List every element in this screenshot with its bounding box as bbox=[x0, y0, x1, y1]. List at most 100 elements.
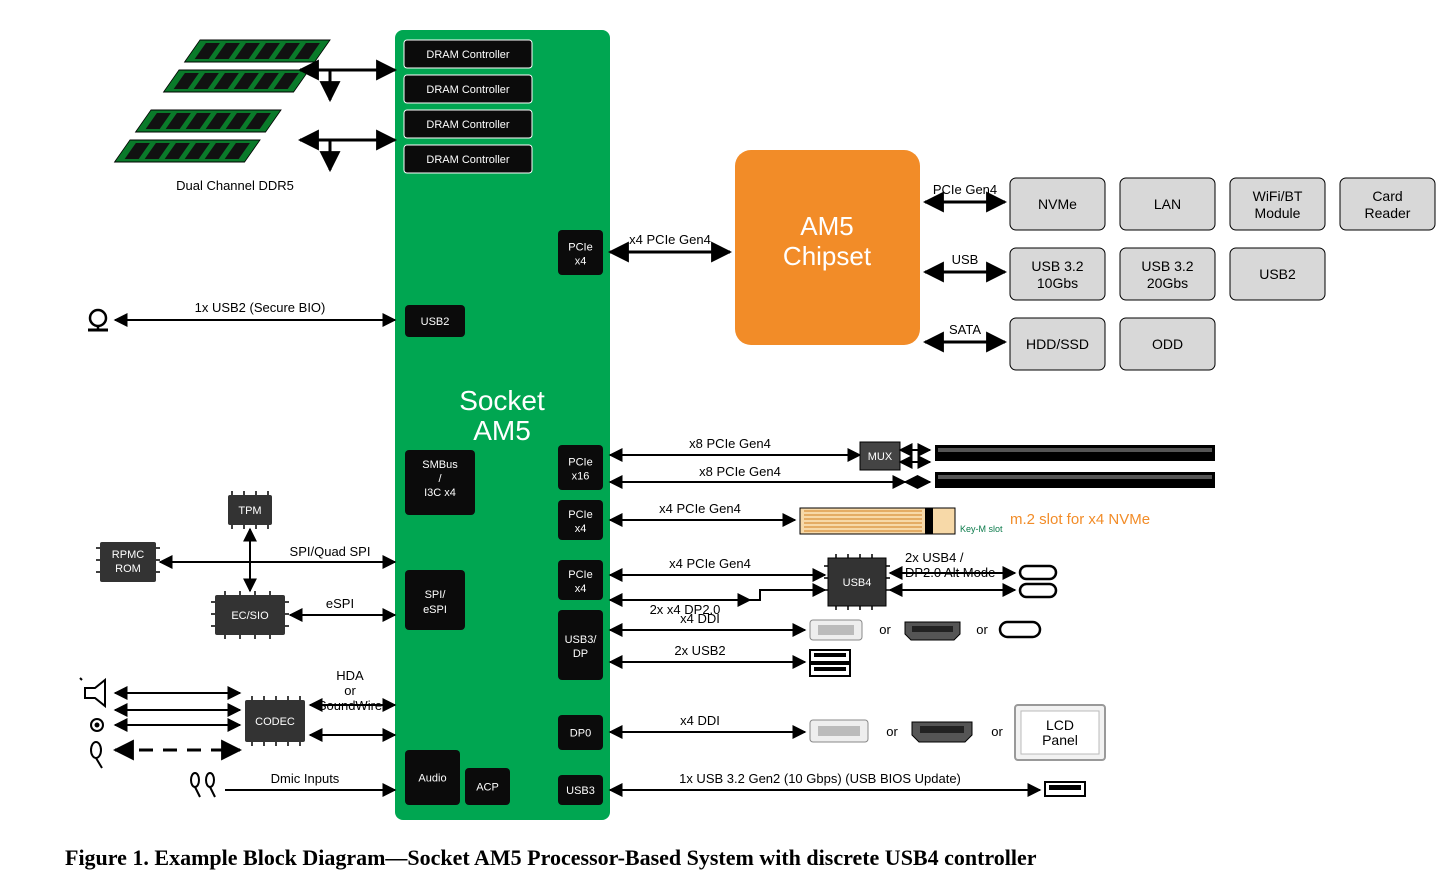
hdmi-icon bbox=[912, 722, 972, 742]
svg-text:Card: Card bbox=[1372, 188, 1402, 204]
usb32-label: 1x USB 3.2 Gen2 (10 Gbps) (USB BIOS Upda… bbox=[679, 771, 961, 786]
svg-text:x16: x16 bbox=[572, 471, 590, 483]
svg-text:or: or bbox=[991, 724, 1003, 739]
svg-text:x4: x4 bbox=[575, 256, 587, 268]
svg-text:USB2: USB2 bbox=[421, 316, 450, 328]
svg-text:PCIe: PCIe bbox=[568, 242, 592, 254]
svg-text:NVMe: NVMe bbox=[1038, 196, 1077, 212]
svg-text:x4 PCIe Gen4: x4 PCIe Gen4 bbox=[659, 501, 741, 516]
svg-text:USB 3.2: USB 3.2 bbox=[1141, 258, 1193, 274]
svg-text:LCD: LCD bbox=[1046, 717, 1074, 733]
svg-text:or: or bbox=[886, 724, 898, 739]
espi-label: eSPI bbox=[326, 596, 354, 611]
svg-text:DP2.0 Alt Mode: DP2.0 Alt Mode bbox=[905, 565, 995, 580]
rpmc-rom-chip-icon: RPMC ROM bbox=[100, 542, 156, 582]
svg-text:EC/SIO: EC/SIO bbox=[231, 610, 269, 622]
svg-text:CODEC: CODEC bbox=[255, 716, 295, 728]
peripheral-box bbox=[1010, 248, 1105, 300]
dmic-label: Dmic Inputs bbox=[271, 771, 340, 786]
svg-text:DRAM Controller: DRAM Controller bbox=[426, 154, 509, 166]
displayport-icon bbox=[810, 720, 868, 742]
svg-text:DRAM Controller: DRAM Controller bbox=[426, 49, 509, 61]
svg-text:DP: DP bbox=[573, 648, 588, 660]
svg-text:HDA: HDA bbox=[336, 668, 364, 683]
svg-text:Key-M slot: Key-M slot bbox=[960, 524, 1003, 534]
ec-sio-chip-icon: EC/SIO bbox=[215, 595, 285, 635]
m2-slot-icon: Key-M slot bbox=[800, 508, 1003, 534]
svg-text:x4 DDI: x4 DDI bbox=[680, 713, 720, 728]
svg-text:I3C x4: I3C x4 bbox=[424, 487, 456, 499]
displayport-icon bbox=[810, 620, 862, 640]
svg-text:PCIe: PCIe bbox=[568, 569, 592, 581]
svg-text:x4: x4 bbox=[575, 583, 587, 595]
peripheral-box bbox=[1120, 248, 1215, 300]
m2-note: m.2 slot for x4 NVMe bbox=[1010, 511, 1150, 528]
svg-text:2x USB2: 2x USB2 bbox=[674, 643, 725, 658]
dmic-icon bbox=[191, 773, 215, 797]
svg-text:LAN: LAN bbox=[1154, 196, 1181, 212]
svg-text:SoundWire: SoundWire bbox=[318, 698, 382, 713]
svg-text:eSPI: eSPI bbox=[423, 604, 447, 616]
svg-text:x8 PCIe Gen4: x8 PCIe Gen4 bbox=[699, 464, 781, 479]
svg-text:x4 DDI: x4 DDI bbox=[680, 611, 720, 626]
ram-modules-icon bbox=[115, 40, 330, 162]
chipset-title-2: Chipset bbox=[783, 241, 872, 271]
svg-text:PCIe Gen4: PCIe Gen4 bbox=[933, 182, 997, 197]
svg-text:10Gbs: 10Gbs bbox=[1037, 275, 1078, 291]
usb-a-stack-icon bbox=[810, 650, 850, 676]
svg-text:MUX: MUX bbox=[868, 451, 893, 463]
svg-text:x4 PCIe Gen4: x4 PCIe Gen4 bbox=[669, 556, 751, 571]
chipset-title-1: AM5 bbox=[800, 211, 853, 241]
mic-icon bbox=[91, 742, 102, 768]
socket-title-1: Socket bbox=[459, 385, 545, 416]
svg-text:Reader: Reader bbox=[1365, 205, 1411, 221]
svg-text:USB2: USB2 bbox=[1259, 266, 1296, 282]
svg-text:or: or bbox=[879, 622, 891, 637]
usb-c-icon bbox=[1020, 584, 1056, 597]
svg-text:PCIe: PCIe bbox=[568, 509, 592, 521]
peripheral-box bbox=[1340, 178, 1435, 230]
ddr5-label: Dual Channel DDR5 bbox=[176, 178, 294, 193]
peripheral-box bbox=[1230, 178, 1325, 230]
svg-text:TPM: TPM bbox=[238, 505, 261, 517]
figure-caption: Figure 1. Example Block Diagram—Socket A… bbox=[65, 845, 1037, 870]
pcie-slot-icon bbox=[935, 445, 1215, 461]
spi-label: SPI/Quad SPI bbox=[290, 544, 371, 559]
svg-text:x8 PCIe Gen4: x8 PCIe Gen4 bbox=[689, 436, 771, 451]
svg-text:x4: x4 bbox=[575, 523, 587, 535]
usb-c-icon bbox=[1000, 622, 1040, 637]
svg-text:ODD: ODD bbox=[1152, 336, 1183, 352]
webcam-icon bbox=[88, 310, 108, 330]
svg-text:USB3: USB3 bbox=[566, 785, 595, 797]
svg-text:HDD/SSD: HDD/SSD bbox=[1026, 336, 1089, 352]
lcd-panel-icon: LCD Panel bbox=[1015, 705, 1105, 760]
svg-text:USB3/: USB3/ bbox=[565, 634, 598, 646]
usb2-secure-label: 1x USB2 (Secure BIO) bbox=[195, 300, 326, 315]
block-diagram: Socket AM5 DRAM Controller DRAM Controlle… bbox=[0, 0, 1440, 888]
svg-text:ACP: ACP bbox=[476, 782, 499, 794]
svg-text:20Gbs: 20Gbs bbox=[1147, 275, 1188, 291]
hdmi-icon bbox=[905, 622, 960, 640]
speaker-icon bbox=[80, 678, 105, 706]
svg-text:USB 3.2: USB 3.2 bbox=[1031, 258, 1083, 274]
svg-text:SMBus: SMBus bbox=[422, 459, 458, 471]
svg-text:WiFi/BT: WiFi/BT bbox=[1253, 188, 1303, 204]
pcie-slot-icon bbox=[935, 472, 1215, 488]
pcie-to-chipset-label: x4 PCIe Gen4 bbox=[629, 232, 711, 247]
svg-text:Module: Module bbox=[1255, 205, 1301, 221]
svg-text:2x USB4 /: 2x USB4 / bbox=[905, 550, 964, 565]
svg-text:SATA: SATA bbox=[949, 322, 981, 337]
svg-text:SPI/: SPI/ bbox=[425, 589, 447, 601]
usb-c-icon bbox=[1020, 566, 1056, 579]
tpm-chip-icon: TPM bbox=[228, 495, 272, 525]
svg-text:DRAM Controller: DRAM Controller bbox=[426, 84, 509, 96]
usb-a-icon bbox=[1045, 782, 1085, 796]
socket-title-2: AM5 bbox=[473, 415, 531, 446]
svg-text:or: or bbox=[344, 683, 356, 698]
svg-text:ROM: ROM bbox=[115, 563, 141, 575]
svg-text:DP0: DP0 bbox=[570, 728, 591, 740]
codec-chip-icon: CODEC bbox=[245, 700, 305, 742]
svg-text:Audio: Audio bbox=[418, 773, 446, 785]
svg-text:Panel: Panel bbox=[1042, 732, 1078, 748]
svg-text:or: or bbox=[976, 622, 988, 637]
